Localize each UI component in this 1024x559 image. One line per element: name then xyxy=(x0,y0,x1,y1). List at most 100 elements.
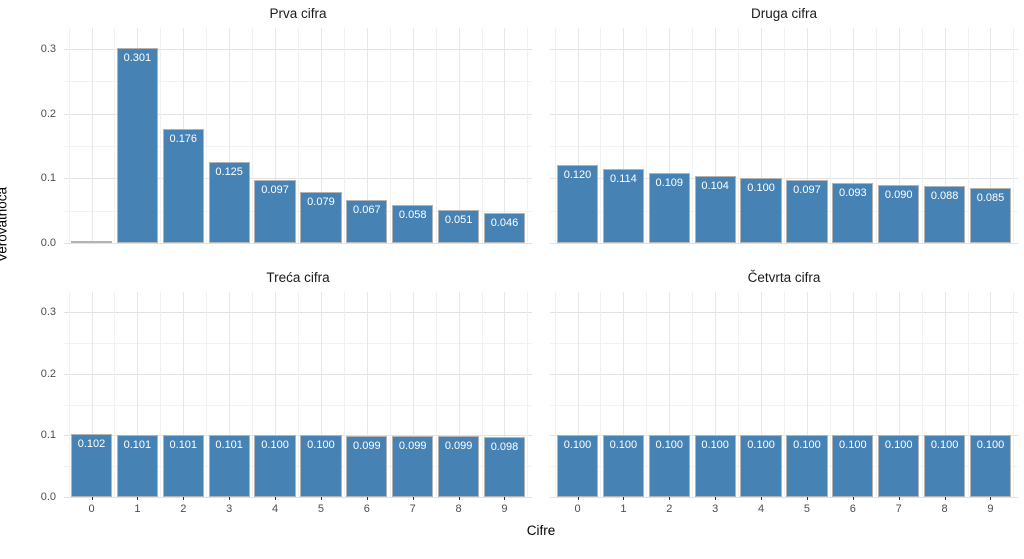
bar-value-label: 0.100 xyxy=(976,439,1005,452)
bar-cetvrta-cifra-digit-3 xyxy=(694,435,736,497)
bar-value-label: 0.046 xyxy=(490,217,519,230)
bar-druga-cifra-digit-9 xyxy=(969,188,1012,243)
x-tick-label: 0 xyxy=(574,503,581,515)
bar-druga-cifra-digit-0 xyxy=(556,165,599,243)
bar-treca-cifra-digit-0 xyxy=(70,434,113,497)
gridline-v-minor xyxy=(435,292,437,497)
facet-title-treca-cifra: Treća cifra xyxy=(266,270,330,285)
gridline-v-minor xyxy=(554,292,556,497)
gridline-v-major xyxy=(320,292,322,497)
gridline-v-major xyxy=(366,292,368,497)
bar-prva-cifra-digit-5 xyxy=(300,191,342,243)
gridline-h-major xyxy=(64,243,532,244)
gridline-v-minor xyxy=(481,28,483,243)
gridline-v-major xyxy=(458,28,460,243)
bar-druga-cifra-digit-2 xyxy=(648,172,690,243)
gridline-v-minor xyxy=(967,292,969,497)
gridline-v-minor xyxy=(738,28,740,243)
gridline-v-minor xyxy=(738,292,740,497)
gridline-v-major xyxy=(91,28,93,243)
bar-druga-cifra-digit-5 xyxy=(786,180,828,243)
gridline-h-major xyxy=(550,497,1018,498)
gridline-v-major xyxy=(944,28,946,243)
bar-value-label: 0.114 xyxy=(610,173,637,186)
gridline-v-major xyxy=(761,292,763,497)
x-tick-mark xyxy=(944,497,946,500)
bar-value-label: 0.102 xyxy=(77,438,106,451)
y-axis-title: Verovatnoća xyxy=(0,186,10,262)
bar-prva-cifra-digit-4 xyxy=(254,180,296,243)
gridline-v-minor xyxy=(160,28,162,243)
gridline-v-major xyxy=(669,28,671,243)
y-tick-label: 0.0 xyxy=(40,237,56,249)
x-tick-mark xyxy=(412,497,414,500)
x-tick-label: 9 xyxy=(501,503,508,515)
x-tick-label: 3 xyxy=(226,503,233,515)
gridline-v-major xyxy=(852,292,854,497)
bar-value-label: 0.100 xyxy=(563,439,592,452)
gridline-v-minor xyxy=(646,28,648,243)
bar-value-label: 0.088 xyxy=(930,190,959,203)
gridline-v-minor xyxy=(160,292,162,497)
bar-value-label: 0.100 xyxy=(930,439,959,452)
x-tick-mark xyxy=(458,497,460,500)
zero-bar-line xyxy=(70,241,113,243)
bar-prva-cifra-digit-6 xyxy=(346,199,388,243)
bar-prva-cifra-digit-1 xyxy=(116,48,159,243)
gridline-v-minor xyxy=(600,292,602,497)
gridline-v-minor xyxy=(967,28,969,243)
gridline-v-minor xyxy=(829,292,831,497)
gridline-v-minor xyxy=(298,292,299,497)
x-tick-label: 8 xyxy=(455,503,462,515)
gridline-v-minor xyxy=(206,28,208,243)
x-tick-mark xyxy=(275,497,277,500)
bar-treca-cifra-digit-6 xyxy=(346,435,388,497)
bar-value-label: 0.067 xyxy=(353,203,381,216)
gridline-v-minor xyxy=(68,28,70,243)
gridline-v-major xyxy=(623,28,625,243)
gridline-v-minor xyxy=(875,292,877,497)
gridline-v-minor xyxy=(481,292,483,497)
gridline-v-major xyxy=(229,28,231,243)
bar-cetvrta-cifra-digit-7 xyxy=(878,435,920,497)
gridline-v-major xyxy=(990,28,992,243)
gridline-v-major xyxy=(715,28,717,243)
bar-cetvrta-cifra-digit-5 xyxy=(786,435,828,497)
bar-cetvrta-cifra-digit-9 xyxy=(969,435,1012,497)
gridline-v-major xyxy=(761,28,763,243)
bar-treca-cifra-digit-4 xyxy=(254,435,296,497)
facet-title-prva-cifra: Prva cifra xyxy=(269,6,327,21)
bar-value-label: 0.301 xyxy=(123,52,152,65)
x-tick-mark xyxy=(504,497,506,500)
gridline-h-major xyxy=(550,243,1018,244)
bar-value-label: 0.100 xyxy=(609,439,638,452)
bar-value-label: 0.099 xyxy=(353,439,381,452)
gridline-v-minor xyxy=(921,28,923,243)
bar-treca-cifra-digit-3 xyxy=(208,434,250,497)
facet-title-cetvrta-cifra: Četvrta cifra xyxy=(747,270,821,285)
gridline-v-minor xyxy=(343,28,345,243)
gridline-v-major xyxy=(715,292,717,497)
x-tick-label: 5 xyxy=(317,503,324,515)
bar-treca-cifra-digit-5 xyxy=(300,435,342,497)
x-tick-mark xyxy=(320,497,322,500)
gridline-v-major xyxy=(275,28,277,243)
bar-druga-cifra-digit-6 xyxy=(832,182,874,243)
bar-druga-cifra-digit-7 xyxy=(878,184,920,243)
bar-value-label: 0.090 xyxy=(884,188,913,201)
x-tick-mark xyxy=(577,497,579,500)
gridline-v-minor xyxy=(692,28,694,243)
y-tick-label: 0.3 xyxy=(40,306,56,319)
bar-value-label: 0.100 xyxy=(839,439,867,452)
bar-cetvrta-cifra-digit-6 xyxy=(832,435,874,497)
bar-prva-cifra-digit-7 xyxy=(392,205,434,243)
gridline-v-minor xyxy=(646,292,648,497)
bar-treca-cifra-digit-8 xyxy=(437,435,480,497)
bar-value-label: 0.101 xyxy=(169,438,198,451)
y-tick-label: 0.2 xyxy=(40,367,56,380)
gridline-v-minor xyxy=(206,292,208,497)
bar-cetvrta-cifra-digit-8 xyxy=(923,435,966,497)
gridline-v-major xyxy=(412,28,414,243)
x-tick-label: 2 xyxy=(180,503,187,515)
